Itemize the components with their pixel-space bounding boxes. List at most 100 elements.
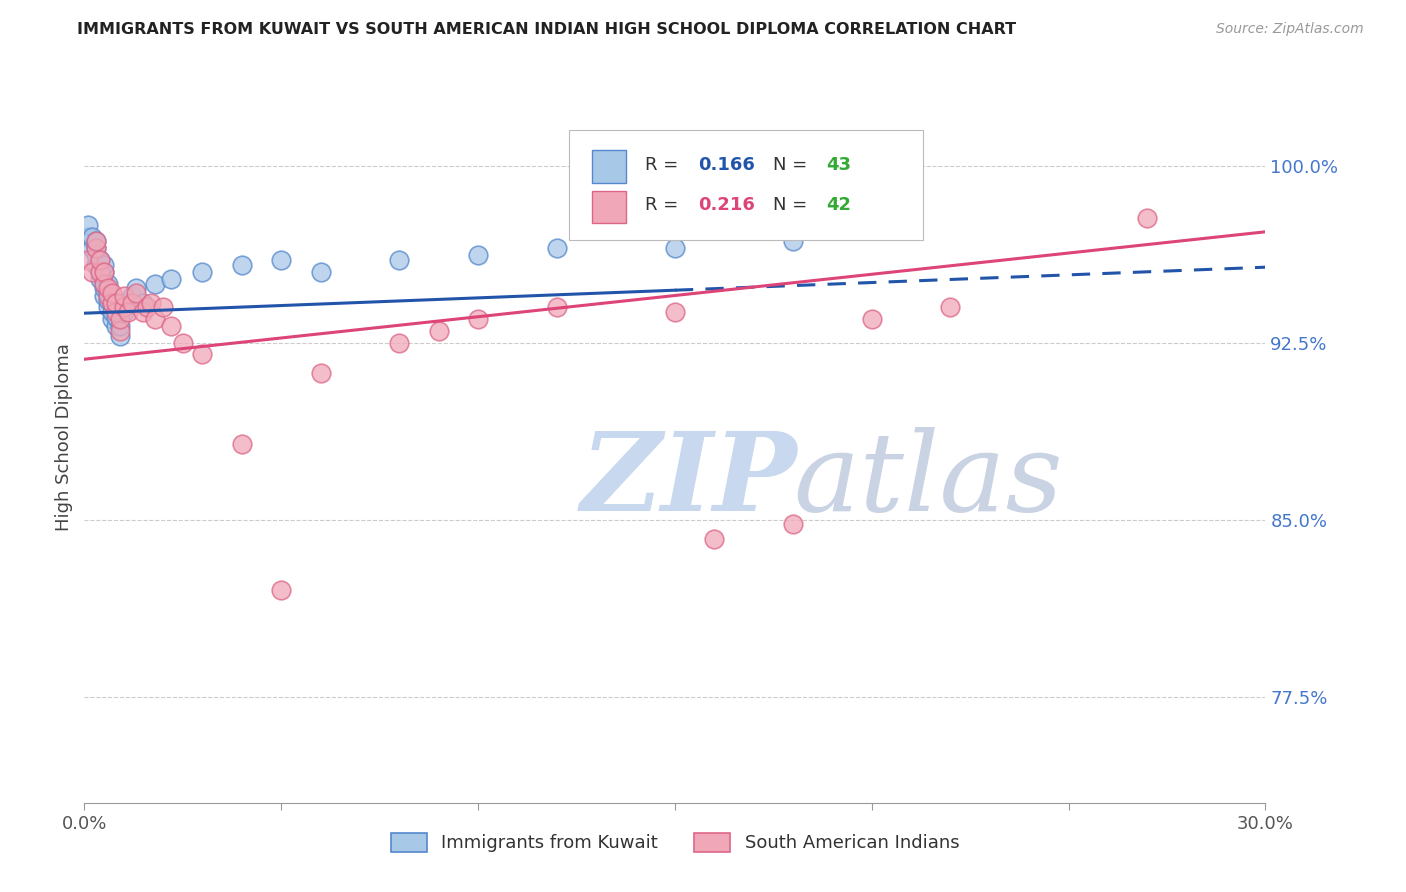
Point bbox=[124, 281, 146, 295]
Point bbox=[782, 234, 804, 248]
Point bbox=[93, 277, 115, 291]
Point bbox=[108, 312, 131, 326]
Point bbox=[143, 312, 166, 326]
Point bbox=[121, 288, 143, 302]
Legend: Immigrants from Kuwait, South American Indians: Immigrants from Kuwait, South American I… bbox=[384, 826, 966, 860]
Text: ZIP: ZIP bbox=[581, 427, 797, 534]
Point bbox=[93, 277, 115, 291]
Text: R =: R = bbox=[645, 156, 685, 174]
Point bbox=[97, 281, 120, 295]
Point bbox=[108, 324, 131, 338]
Point bbox=[93, 288, 115, 302]
Text: Source: ZipAtlas.com: Source: ZipAtlas.com bbox=[1216, 22, 1364, 37]
Point bbox=[703, 532, 725, 546]
Point bbox=[112, 301, 135, 315]
Point bbox=[939, 301, 962, 315]
Point bbox=[84, 258, 107, 272]
Point bbox=[160, 319, 183, 334]
Point bbox=[231, 258, 253, 272]
Point bbox=[93, 265, 115, 279]
Point bbox=[84, 241, 107, 255]
Point bbox=[152, 301, 174, 315]
Point bbox=[97, 277, 120, 291]
Point bbox=[231, 437, 253, 451]
Point bbox=[467, 312, 489, 326]
FancyBboxPatch shape bbox=[592, 191, 627, 223]
Point bbox=[97, 293, 120, 308]
Point bbox=[82, 241, 104, 255]
Point bbox=[136, 301, 159, 315]
Point bbox=[93, 258, 115, 272]
Point bbox=[112, 288, 135, 302]
Point bbox=[664, 305, 686, 319]
Text: 0.216: 0.216 bbox=[699, 196, 755, 214]
Point bbox=[104, 310, 127, 324]
Point bbox=[191, 347, 214, 361]
FancyBboxPatch shape bbox=[568, 130, 922, 240]
Point bbox=[97, 301, 120, 315]
Text: atlas: atlas bbox=[793, 427, 1063, 534]
Point bbox=[93, 265, 115, 279]
Point bbox=[388, 253, 411, 268]
Point bbox=[97, 286, 120, 301]
Point bbox=[77, 253, 100, 268]
Point bbox=[89, 265, 111, 279]
Point bbox=[132, 295, 155, 310]
Text: 0.166: 0.166 bbox=[699, 156, 755, 174]
Point bbox=[84, 248, 107, 262]
Point bbox=[117, 305, 139, 319]
Point bbox=[1136, 211, 1159, 225]
Point bbox=[89, 272, 111, 286]
Point bbox=[467, 248, 489, 262]
Point bbox=[77, 229, 100, 244]
Text: 42: 42 bbox=[827, 196, 851, 214]
Point bbox=[84, 234, 107, 248]
Point bbox=[121, 295, 143, 310]
Point bbox=[309, 367, 332, 381]
Text: IMMIGRANTS FROM KUWAIT VS SOUTH AMERICAN INDIAN HIGH SCHOOL DIPLOMA CORRELATION : IMMIGRANTS FROM KUWAIT VS SOUTH AMERICAN… bbox=[77, 22, 1017, 37]
Point bbox=[270, 253, 292, 268]
Point bbox=[108, 328, 131, 343]
Point bbox=[112, 305, 135, 319]
Text: N =: N = bbox=[773, 156, 813, 174]
Point bbox=[112, 295, 135, 310]
Point bbox=[427, 324, 450, 338]
Point bbox=[141, 295, 163, 310]
Point bbox=[97, 288, 120, 302]
Point bbox=[82, 229, 104, 244]
Point bbox=[89, 253, 111, 268]
Text: R =: R = bbox=[645, 196, 685, 214]
Point bbox=[388, 335, 411, 350]
Point bbox=[104, 305, 127, 319]
Point bbox=[104, 295, 127, 310]
Point bbox=[546, 241, 568, 255]
Point bbox=[782, 517, 804, 532]
Point bbox=[82, 265, 104, 279]
Point bbox=[89, 265, 111, 279]
Point bbox=[860, 312, 883, 326]
Point bbox=[77, 218, 100, 232]
Point bbox=[84, 234, 107, 248]
Point bbox=[172, 335, 194, 350]
Point bbox=[101, 305, 124, 319]
Point bbox=[101, 312, 124, 326]
Point bbox=[309, 265, 332, 279]
Text: 43: 43 bbox=[827, 156, 851, 174]
Point bbox=[160, 272, 183, 286]
Point bbox=[143, 277, 166, 291]
Point bbox=[84, 241, 107, 255]
Point bbox=[93, 281, 115, 295]
Point bbox=[270, 583, 292, 598]
Point bbox=[124, 286, 146, 301]
Point bbox=[89, 253, 111, 268]
Point bbox=[191, 265, 214, 279]
Point bbox=[104, 319, 127, 334]
Point bbox=[101, 286, 124, 301]
Point bbox=[101, 295, 124, 310]
Point bbox=[108, 319, 131, 334]
Point bbox=[101, 295, 124, 310]
Point bbox=[546, 301, 568, 315]
Point bbox=[664, 241, 686, 255]
Y-axis label: High School Diploma: High School Diploma bbox=[55, 343, 73, 531]
Text: N =: N = bbox=[773, 196, 813, 214]
